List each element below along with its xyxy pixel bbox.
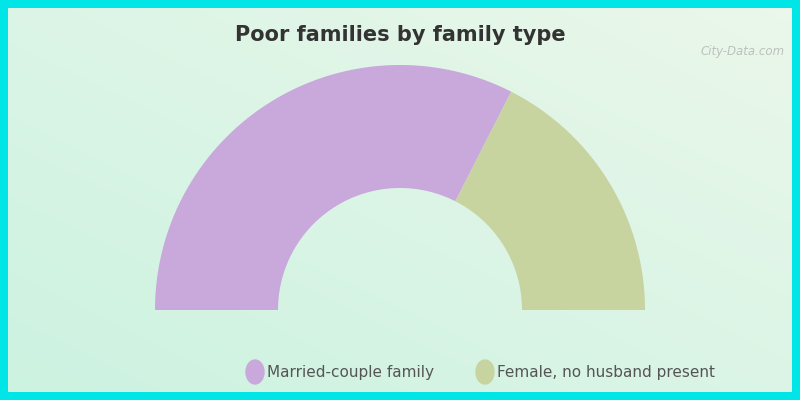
Polygon shape: [155, 65, 511, 310]
Text: City-Data.com: City-Data.com: [701, 45, 785, 58]
Ellipse shape: [246, 360, 264, 384]
Text: Female, no husband present: Female, no husband present: [497, 364, 715, 380]
Ellipse shape: [476, 360, 494, 384]
Polygon shape: [455, 92, 645, 310]
Text: Poor families by family type: Poor families by family type: [234, 25, 566, 45]
Text: Married-couple family: Married-couple family: [267, 364, 434, 380]
